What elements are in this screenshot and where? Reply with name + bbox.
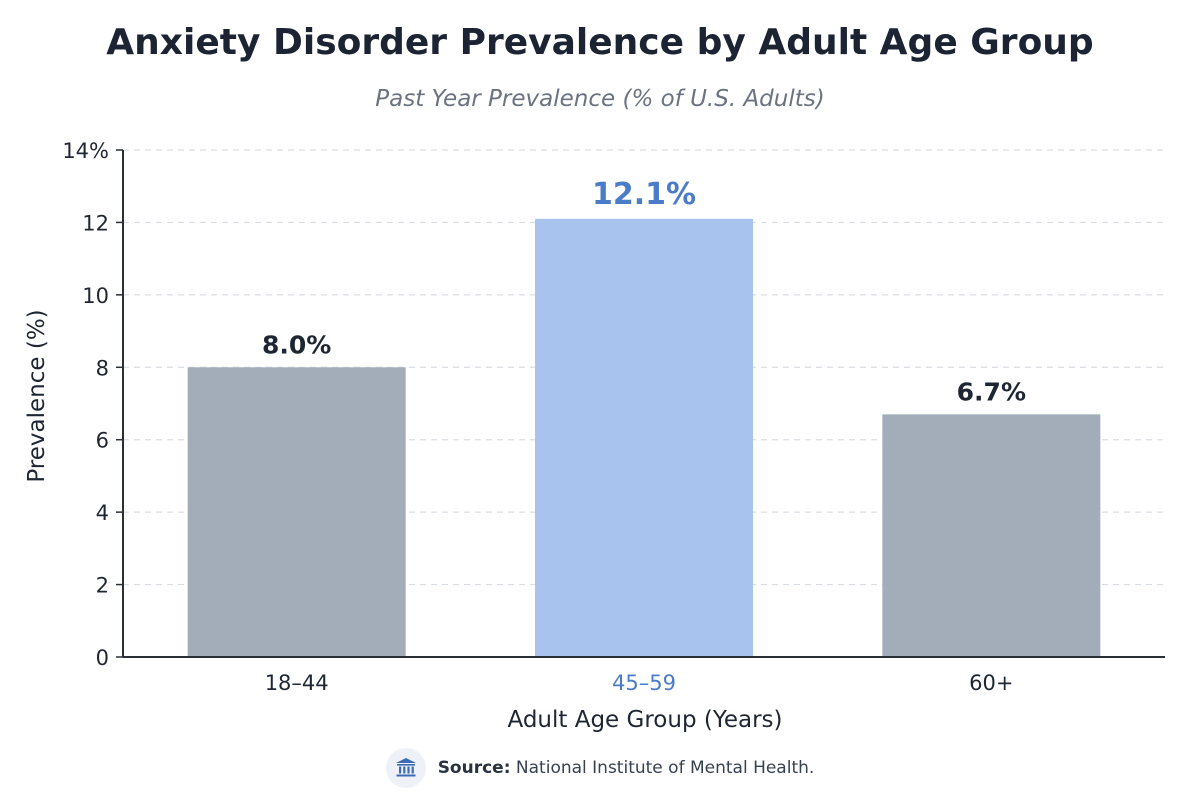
data-label: 12.1%	[592, 177, 696, 212]
y-tick-labels: 0 2 4 6 8 10 12 14%	[62, 139, 123, 670]
y-tick-label: 14%	[62, 139, 109, 163]
data-label: 6.7%	[957, 377, 1026, 406]
y-tick-label: 8	[96, 356, 109, 380]
x-axis-label: Adult Age Group (Years)	[508, 707, 783, 733]
chart-subtitle: Past Year Prevalence (% of U.S. Adults)	[375, 86, 825, 112]
source-text: National Institute of Mental Health.	[515, 758, 815, 778]
institution-icon	[385, 748, 426, 788]
bar-60+	[882, 414, 1101, 657]
bar-45–59	[535, 218, 753, 658]
y-tick-label: 12	[82, 211, 109, 235]
y-axis-label: Prevalence (%)	[24, 309, 50, 482]
data-label: 8.0%	[262, 330, 331, 359]
chart-title: Anxiety Disorder Prevalence by Adult Age…	[106, 22, 1094, 63]
x-tick-label: 45–59	[612, 671, 676, 695]
y-tick-label: 2	[96, 574, 109, 598]
y-tick-label: 10	[82, 284, 109, 308]
y-tick-label: 0	[96, 646, 109, 670]
x-tick-label: 18–44	[265, 671, 329, 695]
y-tick-label: 4	[96, 501, 109, 525]
bars	[187, 218, 1101, 658]
data-labels: 8.0% 12.1% 6.7%	[262, 177, 1026, 407]
y-tick-label: 6	[96, 429, 109, 453]
bar-18–44	[187, 367, 406, 657]
x-tick-label: 60+	[969, 671, 1013, 695]
source-label: Source:	[437, 758, 511, 778]
axes	[122, 150, 1165, 658]
source-note: Source: National Institute of Mental Hea…	[0, 748, 1200, 788]
x-tick-labels: 18–44 45–59 60+	[265, 671, 1014, 695]
